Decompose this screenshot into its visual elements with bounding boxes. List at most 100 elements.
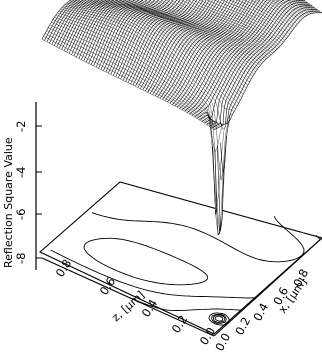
contour-floor-plane <box>39 181 322 335</box>
mesh-column-line <box>213 0 287 39</box>
mesh-column-line <box>229 0 290 35</box>
mesh-row-line <box>88 0 140 64</box>
y-axis-line <box>41 257 215 337</box>
mesh-row-line <box>78 0 123 59</box>
surface-mesh <box>41 0 322 236</box>
mesh-column-line <box>69 0 242 98</box>
mesh-row-line <box>83 0 131 62</box>
mesh-row-line <box>73 0 115 57</box>
mesh-column-line <box>221 0 289 37</box>
mesh-column-line <box>148 0 269 58</box>
mesh-row-line <box>46 0 78 42</box>
mesh-column-line <box>99 0 250 83</box>
mesh-row-line <box>76 0 119 58</box>
mesh-column-line <box>129 0 261 66</box>
mesh-column-line <box>114 0 255 75</box>
mesh-column-line <box>165 0 275 53</box>
mesh-column-line <box>87 0 247 89</box>
mesh-column-line <box>256 0 296 27</box>
mesh-row-line <box>81 0 127 60</box>
mesh-column-line <box>144 0 267 59</box>
mesh-column-line <box>52 19 225 153</box>
mesh-column-line <box>55 14 229 236</box>
mesh-column-line <box>266 0 300 23</box>
mesh-column-line <box>80 0 246 92</box>
mesh-column-line <box>65 4 238 107</box>
mesh-column-line <box>136 0 264 63</box>
mesh-column-line <box>175 0 278 50</box>
mesh-row-line <box>61 0 97 50</box>
x-axis-line <box>213 237 322 337</box>
mesh-column-line <box>152 0 270 57</box>
mesh-column-line <box>48 27 221 127</box>
contour-line <box>211 313 227 324</box>
mesh-row-line <box>58 0 94 49</box>
mesh-column-line <box>199 0 284 43</box>
mesh-row-line <box>90 0 144 65</box>
mesh-column-line <box>121 0 258 70</box>
z-tick-label: -6 <box>14 209 28 220</box>
mesh-column-line <box>192 0 283 45</box>
mesh-column-line <box>132 0 262 64</box>
z-axis-label: Reflection Square Value <box>2 137 15 268</box>
mesh-column-line <box>271 0 301 21</box>
mesh-row-line <box>51 0 84 45</box>
mesh-row-line <box>66 0 104 53</box>
mesh-column-line <box>104 0 252 80</box>
mesh-column-line <box>60 8 233 130</box>
mesh-column-line <box>43 36 216 130</box>
mesh-column-line <box>51 22 224 127</box>
mesh-row-line <box>85 0 135 63</box>
mesh-column-line <box>250 0 295 29</box>
mesh-column-line <box>161 0 273 54</box>
contour-line <box>83 212 305 286</box>
mesh-column-line <box>109 0 253 77</box>
mesh-column-line <box>63 5 236 110</box>
z-tick-label: -4 <box>14 167 28 178</box>
mesh-row-line <box>49 0 81 44</box>
mesh-column-line <box>170 0 276 51</box>
mesh-column-line <box>261 0 298 25</box>
mesh-row-line <box>56 0 90 48</box>
x-tick-label: 0.4 <box>250 301 271 324</box>
mesh-column-line <box>181 0 279 48</box>
mesh-row-line <box>71 0 111 55</box>
contour-line <box>214 315 224 322</box>
mesh-row-line <box>63 0 100 52</box>
mesh-column-line <box>49 24 222 126</box>
mesh-column-line <box>68 1 241 101</box>
z-tick-label: -2 <box>14 121 28 132</box>
mesh-column-line <box>140 0 266 61</box>
contour-line <box>50 234 321 299</box>
mesh-column-line <box>236 0 292 33</box>
mesh-column-line <box>66 2 239 104</box>
mesh-column-line <box>93 0 249 86</box>
z-axis-ticks: -2 -4 -6 -8 <box>14 121 42 264</box>
mesh-row-line <box>68 0 107 54</box>
mesh-column-line <box>57 12 230 234</box>
mesh-column-line <box>186 0 281 46</box>
mesh-column-line <box>73 0 244 95</box>
mesh-column-line <box>46 30 219 128</box>
mesh-column-line <box>62 7 235 112</box>
mesh-row-fill <box>214 12 322 150</box>
mesh-column-line <box>156 0 272 55</box>
contour-line <box>208 312 230 326</box>
contour-lines <box>50 212 321 326</box>
mesh-row-line <box>44 0 75 41</box>
z-tick-label: -8 <box>14 253 28 264</box>
mesh-column-line <box>125 0 259 68</box>
x-tick-label: 0.2 <box>232 315 253 338</box>
mesh-column-line <box>45 33 218 129</box>
contour-line <box>213 314 226 323</box>
mesh-row-line <box>41 0 71 40</box>
mesh-column-line <box>243 0 293 31</box>
mesh-column-line <box>54 17 227 208</box>
mesh-row-line <box>93 0 148 67</box>
mesh-column-line <box>41 39 215 130</box>
mesh-column-line <box>58 10 232 181</box>
mesh-column-line <box>206 0 286 41</box>
mesh-row-line <box>54 0 87 46</box>
